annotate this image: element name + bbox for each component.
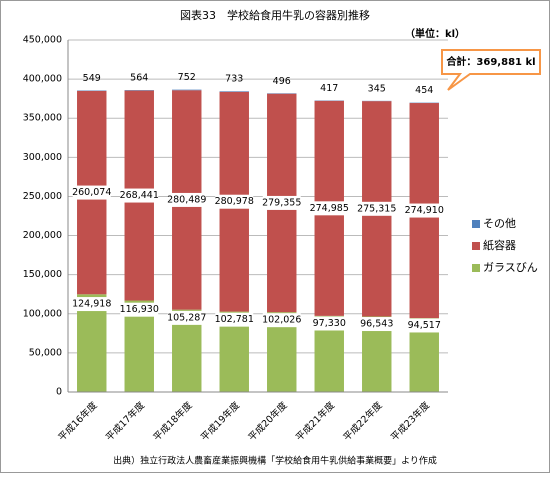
legend-label: その他	[483, 217, 516, 230]
y-tick-label: 0	[56, 387, 62, 398]
y-tick-label: 400,000	[23, 74, 62, 85]
y-tick-label: 200,000	[23, 230, 62, 241]
value-label: 496	[273, 76, 291, 87]
value-label: 274,910	[405, 205, 444, 216]
y-tick-label: 150,000	[23, 269, 62, 280]
y-tick-label: 50,000	[29, 347, 62, 358]
value-label: 275,315	[357, 203, 396, 214]
legend-label: ガラスびん	[483, 261, 538, 274]
y-tick-label: 250,000	[23, 191, 62, 202]
value-label: 94,517	[408, 320, 441, 331]
value-label: 752	[178, 72, 196, 83]
legend-swatch	[472, 264, 480, 272]
value-label: 454	[415, 85, 433, 96]
unit-label: （単位：kl）	[405, 27, 465, 40]
value-label: 549	[83, 73, 101, 84]
value-label: 280,978	[215, 196, 254, 207]
value-label: 733	[225, 74, 243, 85]
annotation: 合計：369,881 kl	[445, 55, 535, 68]
y-tick-label: 100,000	[23, 308, 62, 319]
value-label: 345	[368, 83, 386, 94]
value-label: 102,026	[262, 315, 301, 326]
bar-segment	[220, 91, 249, 92]
value-label: 564	[130, 73, 148, 84]
chart-title: 図表33 学校給食用牛乳の容器別推移	[180, 8, 370, 22]
legend-swatch	[472, 242, 480, 250]
bar-segment	[172, 90, 201, 91]
value-label: 124,918	[72, 299, 111, 310]
y-tick-label: 350,000	[23, 113, 62, 124]
value-label: 96,543	[360, 319, 393, 330]
y-tick-label: 300,000	[23, 152, 62, 163]
value-label: 260,074	[72, 187, 111, 198]
value-label: 274,985	[310, 203, 349, 214]
legend-swatch	[472, 220, 480, 228]
value-label: 102,781	[215, 314, 254, 325]
value-label: 105,287	[167, 312, 206, 323]
source: 出典）独立行政法人農畜産業振興機構「学校給食用牛乳供給事業概要」より作成	[113, 455, 437, 467]
y-tick-label: 450,000	[23, 35, 62, 46]
value-label: 280,489	[167, 194, 206, 205]
legend-label: 紙容器	[483, 238, 516, 252]
value-label: 417	[320, 83, 338, 94]
value-label: 97,330	[313, 318, 346, 329]
value-label: 116,930	[120, 304, 159, 315]
value-label: 279,355	[262, 197, 301, 208]
value-label: 268,441	[120, 190, 159, 201]
